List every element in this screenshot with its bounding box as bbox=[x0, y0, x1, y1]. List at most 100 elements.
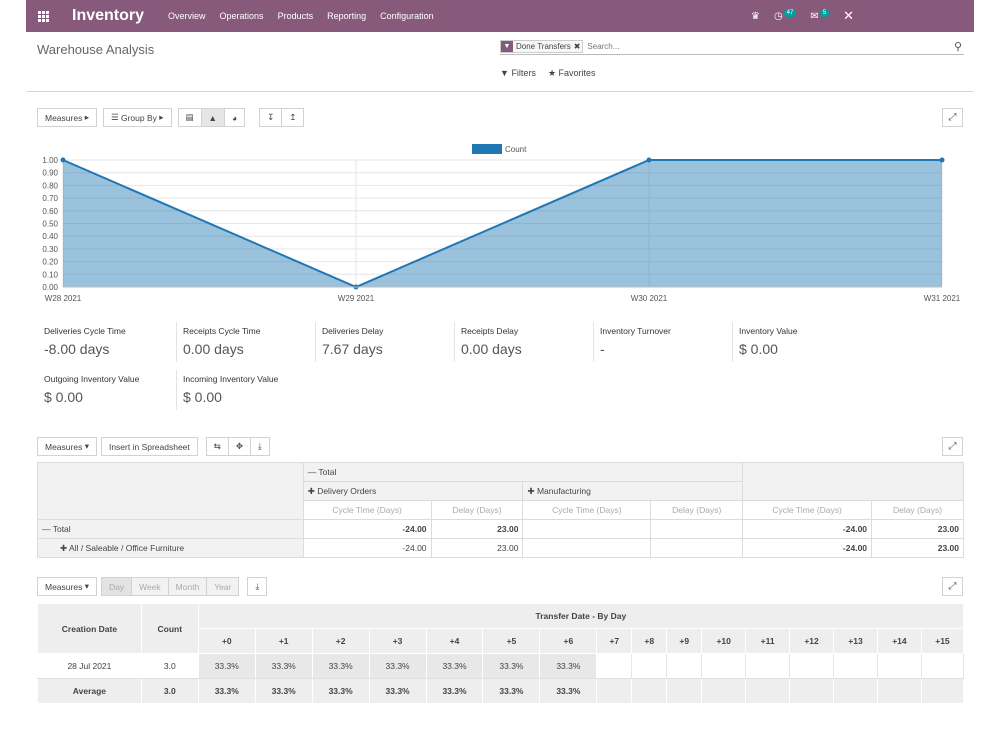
data-point[interactable] bbox=[939, 157, 945, 163]
menu-operations[interactable]: Operations bbox=[219, 11, 264, 21]
average-cell bbox=[666, 678, 703, 704]
measure-header[interactable]: Cycle Time (Days) bbox=[522, 500, 652, 520]
graph-toolbar: Measures ▸ ☰ Group By ▸ ▤ ▲ ◕ ↧ ↥ bbox=[37, 108, 305, 127]
filters-toggle[interactable]: ▼ Filters bbox=[500, 68, 536, 79]
kpi-value: 0.00 days bbox=[461, 341, 522, 357]
list-icon: ☰ bbox=[110, 112, 119, 122]
measure-header[interactable]: Delay (Days) bbox=[871, 500, 964, 520]
line-chart-icon[interactable]: ▲ bbox=[200, 108, 225, 127]
interval-month-button[interactable]: Month bbox=[167, 577, 208, 596]
cohort-cell bbox=[833, 653, 878, 679]
top-navbar: Inventory Overview Operations Products R… bbox=[26, 0, 974, 32]
legend-label[interactable]: Count bbox=[505, 145, 527, 154]
kpi-deliveries-delay[interactable]: Deliveries Delay 7.67 days bbox=[322, 326, 383, 357]
sort-group: ↧ ↥ bbox=[259, 108, 305, 127]
app-brand[interactable]: Inventory bbox=[72, 7, 145, 24]
search-input[interactable] bbox=[587, 42, 964, 51]
messages-icon[interactable]: ✉ 5 bbox=[810, 9, 830, 22]
pie-chart-icon[interactable]: ◕ bbox=[223, 108, 246, 127]
interval-day-button[interactable]: Day bbox=[100, 577, 133, 596]
star-icon: ★ bbox=[547, 68, 557, 78]
data-point[interactable] bbox=[646, 157, 652, 163]
search-icon[interactable]: ⚲ bbox=[953, 41, 962, 53]
kpi-value: 7.67 days bbox=[322, 341, 383, 357]
favorites-toggle[interactable]: ★ Favorites bbox=[548, 68, 596, 79]
cohort-cell: 33.3% bbox=[425, 653, 484, 679]
download-icon[interactable]: ⤓ bbox=[250, 437, 270, 456]
bug-icon[interactable]: ♛ bbox=[750, 10, 760, 22]
message-count-badge: 5 bbox=[819, 9, 830, 17]
measure-header[interactable]: Cycle Time (Days) bbox=[302, 500, 432, 520]
interval-week-button[interactable]: Week bbox=[131, 577, 169, 596]
pivot-col-group-label: Delivery Orders bbox=[317, 485, 377, 496]
average-cell: 33.3% bbox=[482, 678, 541, 704]
search-options: ▼ Filters ★ Favorites bbox=[500, 68, 596, 79]
offset-header: +3 bbox=[368, 628, 427, 654]
kpi-incoming-inventory-value[interactable]: Incoming Inventory Value $ 0.00 bbox=[183, 374, 278, 405]
sort-ascending-icon[interactable]: ↥ bbox=[281, 108, 305, 127]
pivot-cell bbox=[522, 519, 652, 539]
cohort-count: 3.0 bbox=[140, 653, 199, 679]
average-cell bbox=[789, 678, 835, 704]
sort-descending-icon[interactable]: ↧ bbox=[259, 108, 283, 127]
kpi-inventory-turnover[interactable]: Inventory Turnover - bbox=[600, 326, 671, 357]
expand-all-icon[interactable]: ✥ bbox=[227, 437, 252, 456]
pivot-col-total[interactable]: — Total bbox=[302, 462, 744, 482]
kpi-inventory-value[interactable]: Inventory Value $ 0.00 bbox=[739, 326, 797, 357]
pivot-col-manufacturing[interactable]: ✚ Manufacturing bbox=[522, 481, 744, 501]
menu-overview[interactable]: Overview bbox=[168, 11, 206, 21]
average-cell bbox=[876, 678, 922, 704]
series-line bbox=[62, 159, 942, 289]
measure-header[interactable]: Cycle Time (Days) bbox=[742, 500, 873, 520]
kpi-deliveries-cycle-time[interactable]: Deliveries Cycle Time -8.00 days bbox=[44, 326, 126, 357]
average-cell bbox=[596, 678, 633, 704]
graph-measures-button[interactable]: Measures ▸ bbox=[37, 108, 97, 127]
close-icon[interactable]: ✕ bbox=[843, 8, 854, 23]
measure-header[interactable]: Delay (Days) bbox=[650, 500, 744, 520]
pivot-expand-icon[interactable]: ⤢ bbox=[942, 437, 963, 456]
cohort-measures-button[interactable]: Measures ▾ bbox=[37, 577, 97, 596]
menu-products[interactable]: Products bbox=[277, 11, 314, 21]
cohort-toolbar: Measures ▾ Day Week Month Year ⤓ bbox=[37, 577, 268, 596]
y-tick-label: 1.00 bbox=[42, 156, 58, 165]
plus-icon: ✚ bbox=[307, 485, 315, 496]
kpi-value: $ 0.00 bbox=[739, 341, 778, 357]
cohort-expand-icon[interactable]: ⤢ bbox=[942, 577, 963, 596]
pivot-col-total-label: Total bbox=[318, 467, 337, 477]
average-cell: 33.3% bbox=[425, 678, 484, 704]
interval-year-button[interactable]: Year bbox=[206, 577, 240, 596]
bar-chart-icon[interactable]: ▤ bbox=[177, 108, 202, 127]
area-chart: 0.00 0.10 0.20 0.30 0.40 0.50 0.60 0.70 0.80 0.90… bbox=[42, 144, 961, 303]
pivot-row-office-furniture[interactable]: ✚ All / Saleable / Office Furniture bbox=[37, 538, 304, 558]
flip-axis-icon[interactable]: ⇆ bbox=[205, 437, 229, 456]
facet-remove-icon[interactable]: ✖ bbox=[573, 42, 581, 51]
y-tick-label: 0.10 bbox=[42, 270, 58, 279]
pivot-measures-button[interactable]: Measures ▾ bbox=[37, 437, 97, 456]
average-cell bbox=[701, 678, 747, 704]
group-by-button[interactable]: ☰ Group By ▸ bbox=[102, 108, 172, 127]
cohort-date[interactable]: 28 Jul 2021 bbox=[37, 653, 142, 679]
insert-spreadsheet-button[interactable]: Insert in Spreadsheet bbox=[100, 437, 198, 456]
pivot-row-total[interactable]: — Total bbox=[37, 519, 304, 539]
apps-menu-icon[interactable] bbox=[26, 0, 60, 32]
cohort-table: Creation Date Count Transfer Date - By D… bbox=[37, 603, 965, 704]
cohort-download-icon[interactable]: ⤓ bbox=[247, 577, 268, 596]
y-tick-label: 0.50 bbox=[42, 220, 58, 229]
kpi-receipts-delay[interactable]: Receipts Delay 0.00 days bbox=[461, 326, 522, 357]
chart-type-group: ▤ ▲ ◕ bbox=[177, 108, 246, 127]
graph-expand-icon[interactable]: ⤢ bbox=[942, 108, 963, 127]
activity-count-badge: 47 bbox=[783, 9, 797, 17]
data-point[interactable] bbox=[60, 157, 66, 163]
offset-header-row: +0 +1 +2 +3 +4 +5 +6 +7 +8 +9 +10 +11 +12 +13 +14 +15 bbox=[38, 628, 965, 654]
kpi-divider bbox=[315, 322, 316, 362]
activity-clock-icon[interactable]: ◷ 47 bbox=[774, 9, 797, 22]
kpi-receipts-cycle-time[interactable]: Receipts Cycle Time 0.00 days bbox=[183, 326, 260, 357]
kpi-outgoing-inventory-value[interactable]: Outgoing Inventory Value $ 0.00 bbox=[44, 374, 139, 405]
menu-configuration[interactable]: Configuration bbox=[380, 11, 434, 21]
kpi-label: Outgoing Inventory Value bbox=[44, 374, 140, 384]
average-cell: 33.3% bbox=[311, 678, 370, 704]
pivot-col-delivery-orders[interactable]: ✚ Delivery Orders bbox=[302, 481, 524, 501]
measure-header[interactable]: Delay (Days) bbox=[430, 500, 524, 520]
menu-reporting[interactable]: Reporting bbox=[327, 11, 367, 21]
pivot-cell: 23.00 bbox=[871, 538, 964, 558]
